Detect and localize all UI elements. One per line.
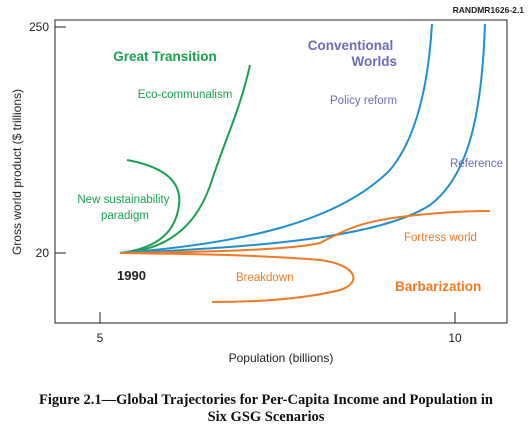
series-line-reference <box>119 23 486 254</box>
series-label-eco-communalism: Eco-communalism <box>138 89 233 101</box>
y-tick-label-20: 20 <box>36 246 50 260</box>
group-label-conventional-worlds: Conventional Worlds <box>308 38 397 69</box>
group-label-barbarization: Barbarization <box>395 279 481 294</box>
series-line-eco-communalism <box>119 64 251 254</box>
series-line-policy-reform <box>119 23 433 254</box>
series-label-nsp-line2: paradigm <box>101 210 149 222</box>
figure-caption: Figure 2.1—Global Trajectories for Per-C… <box>0 392 532 426</box>
y-tick-label-250: 250 <box>29 20 49 34</box>
series-label-new-sustainability-paradigm: New sustainability paradigm <box>77 194 172 222</box>
caption-line-2: Six GSG Scenarios <box>207 409 325 425</box>
series-label-policy-reform: Policy reform <box>330 95 397 107</box>
series-line-new-sustainability-paradigm <box>119 159 181 254</box>
plot-frame <box>54 19 508 324</box>
report-id: RANDMR1626-2.1 <box>453 5 525 15</box>
group-label-cw-line2: Worlds <box>351 54 397 69</box>
series-label-breakdown: Breakdown <box>236 272 294 284</box>
x-tick-label-10: 10 <box>448 331 462 345</box>
x-tick-label-5: 5 <box>97 331 104 345</box>
series-label-fortress-world: Fortress world <box>404 232 477 244</box>
group-label-cw-line1: Conventional <box>308 38 394 53</box>
y-axis-label: Gross world product ($ trillions) <box>10 89 24 255</box>
series-line-fortress-world <box>119 210 491 254</box>
caption-line-1: Figure 2.1—Global Trajectories for Per-C… <box>39 392 493 408</box>
series-label-reference: Reference <box>450 158 503 170</box>
x-axis-label: Population (billions) <box>229 351 334 365</box>
series-line-breakdown <box>119 252 355 303</box>
origin-label-1990: 1990 <box>117 268 146 283</box>
series-label-nsp-line1: New sustainability <box>77 194 169 206</box>
group-label-great-transition: Great Transition <box>113 49 217 64</box>
